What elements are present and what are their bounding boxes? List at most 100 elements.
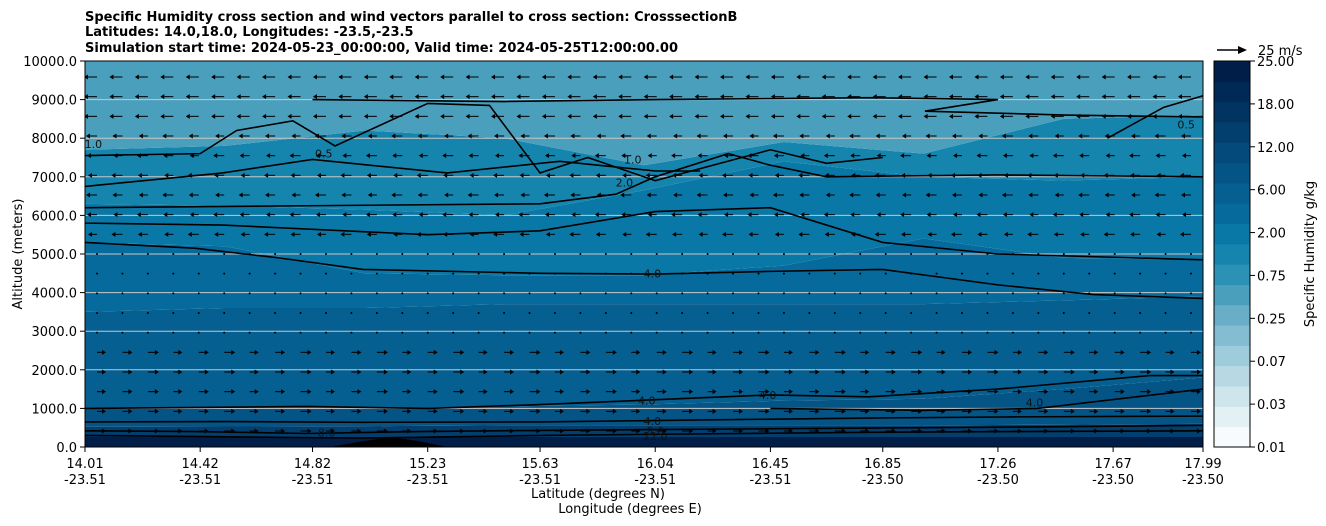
wind-vector — [569, 172, 581, 178]
wind-vector — [275, 369, 286, 375]
wind-vector — [325, 349, 335, 355]
wind-vector — [655, 253, 658, 255]
wind-vector — [315, 153, 326, 159]
wind-vector — [910, 331, 913, 334]
colorbar-frame — [1213, 60, 1251, 448]
wind-vector — [757, 312, 760, 314]
wind-vector — [224, 408, 236, 414]
wind-vector — [198, 389, 209, 395]
contour-line-8-1 — [85, 424, 1203, 435]
wind-vector — [528, 292, 531, 295]
wind-vector — [97, 408, 106, 414]
wind-vector — [1190, 272, 1192, 275]
wind-vector — [426, 272, 429, 275]
colorbar-swatch-14 — [1214, 142, 1250, 164]
x-tick-lon-3: -23.51 — [407, 473, 449, 488]
wind-vector — [620, 192, 632, 198]
wind-vector — [567, 74, 581, 80]
wind-vector — [1063, 408, 1075, 414]
wind-vector — [923, 113, 937, 119]
wind-vector — [1088, 312, 1091, 314]
wind-vector — [1054, 192, 1064, 198]
wind-vector — [849, 133, 861, 139]
wind-vector — [1131, 133, 1141, 139]
wind-vector — [782, 253, 785, 255]
contour-label-9: 4.0 — [1026, 397, 1044, 410]
wind-vector — [884, 253, 887, 255]
wind-vector — [592, 94, 606, 100]
wind-vector — [860, 349, 870, 355]
wind-vector — [987, 369, 999, 375]
wind-vector — [401, 312, 404, 314]
wind-vector — [85, 74, 97, 80]
wind-vector — [453, 349, 465, 355]
wind-vector — [324, 331, 327, 334]
wind-vector — [452, 331, 455, 334]
wind-vector — [800, 212, 810, 218]
wind-vector — [732, 312, 735, 314]
wind-vector — [289, 153, 301, 159]
wind-vector — [478, 349, 488, 355]
quiver-key-label: 25 m/s — [1258, 44, 1303, 59]
wind-vector — [541, 113, 555, 119]
wind-vector — [1052, 153, 1064, 159]
wind-vector — [783, 369, 793, 375]
wind-vector — [833, 292, 836, 295]
wind-vector — [188, 133, 199, 139]
wind-vector — [901, 231, 912, 237]
wind-vector — [823, 212, 835, 218]
wind-vector — [900, 212, 912, 218]
wind-vector — [1063, 349, 1075, 355]
wind-vector — [874, 231, 886, 237]
wind-vector — [553, 312, 556, 314]
wind-vector — [1139, 292, 1142, 295]
wind-vector — [1114, 408, 1125, 414]
wind-vector — [376, 369, 388, 375]
wind-vector — [264, 172, 276, 178]
wind-vector — [528, 253, 531, 255]
wind-vector — [543, 192, 555, 198]
wind-vector — [1105, 153, 1115, 159]
wind-vector — [453, 369, 465, 375]
wind-vector — [1164, 331, 1167, 334]
wind-vector — [799, 192, 810, 198]
wind-vector — [962, 349, 973, 355]
wind-vector — [468, 153, 479, 159]
wind-vector — [96, 272, 98, 275]
wind-vector — [315, 212, 326, 218]
wind-vector — [197, 253, 200, 255]
humidity-band-4 — [85, 238, 1203, 312]
wind-vector — [656, 408, 667, 414]
colorbar-swatch-8 — [1214, 264, 1250, 285]
contour-line-1-10 — [312, 96, 1203, 118]
wind-vector — [266, 212, 276, 218]
wind-vector — [543, 133, 555, 139]
wind-vector — [287, 113, 301, 119]
wind-vector — [694, 113, 708, 119]
wind-vector — [109, 113, 123, 119]
wind-vector — [733, 408, 744, 414]
wind-vector — [185, 94, 199, 100]
x-tick-lat-7: 16.85 — [864, 457, 901, 472]
wind-vector — [706, 253, 709, 255]
wind-vector — [325, 389, 335, 395]
wind-vector — [453, 389, 465, 395]
wind-vector — [453, 408, 465, 414]
x-tick-lat-6: 16.45 — [752, 457, 789, 472]
wind-vector — [375, 312, 378, 314]
colorbar-tick-label-4: 0.75 — [1257, 269, 1286, 284]
wind-vector — [516, 94, 530, 100]
wind-vector — [198, 369, 209, 375]
wind-vector — [1078, 192, 1090, 198]
wind-vector — [442, 153, 454, 159]
wind-vector — [266, 153, 276, 159]
colorbar-ticks: 0.01 0.03 0.07 0.25 0.75 2.00 6.00 12.00 18.00 25… — [1250, 55, 1294, 456]
wind-vector — [504, 389, 515, 395]
wind-vector — [669, 94, 683, 100]
x-tick-lon-6: -23.51 — [749, 473, 791, 488]
wind-vector — [885, 369, 896, 375]
wind-vector — [504, 369, 515, 375]
wind-vector — [720, 94, 734, 100]
wind-vector — [631, 349, 641, 355]
wind-vector — [847, 74, 861, 80]
